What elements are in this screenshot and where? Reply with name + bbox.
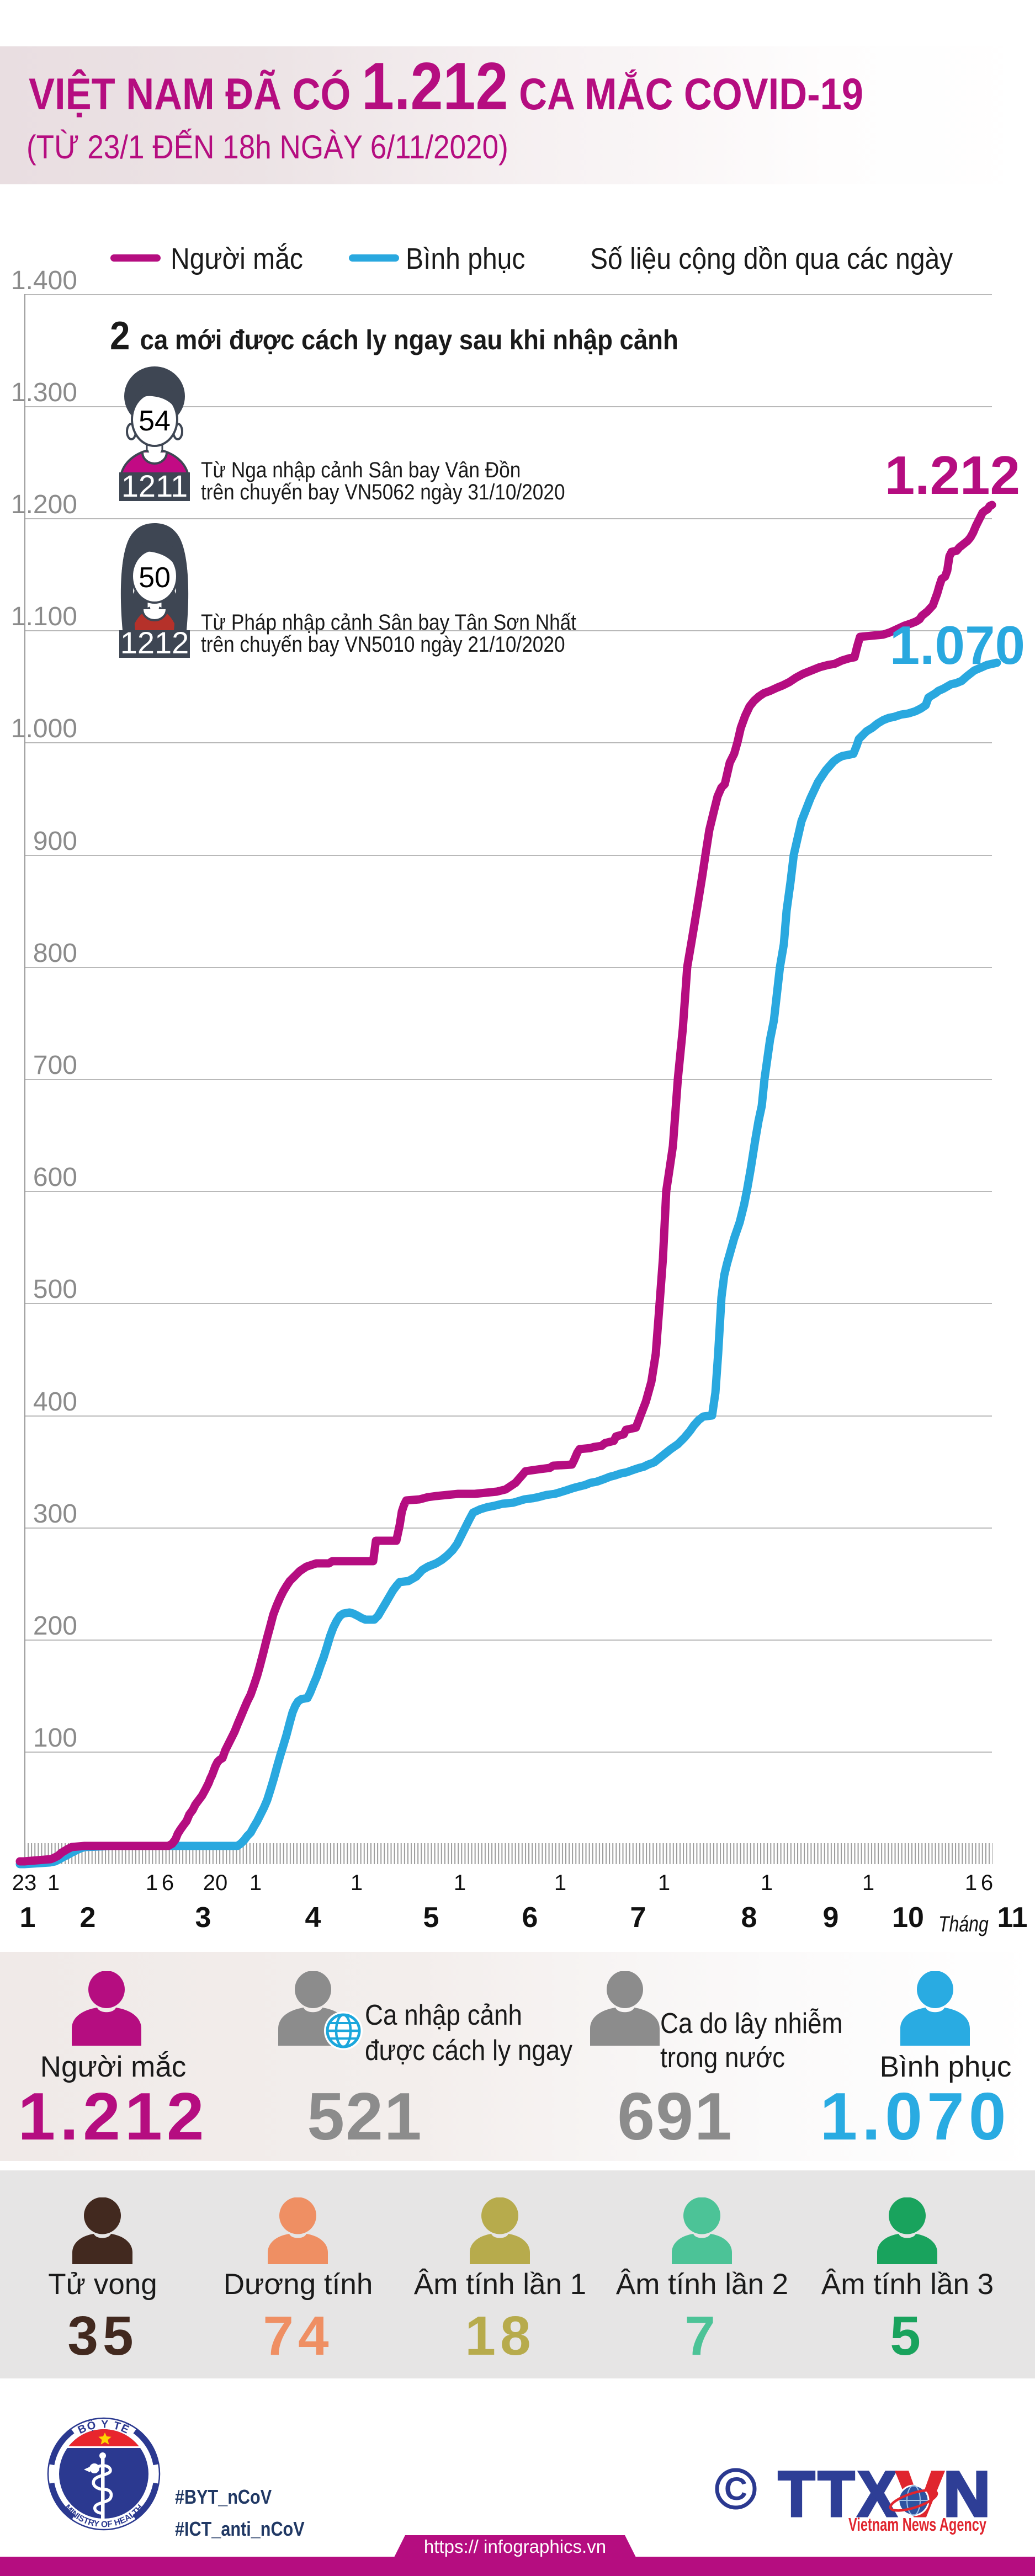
svg-text:N: N — [943, 2459, 990, 2530]
svg-text:T: T — [778, 2459, 815, 2530]
svg-text:1212: 1212 — [120, 625, 189, 658]
svg-text:50: 50 — [139, 562, 171, 594]
svg-text:T: T — [818, 2459, 854, 2530]
svg-text:54: 54 — [139, 405, 171, 437]
svg-text:Vietnam News Agency: Vietnam News Agency — [848, 2514, 986, 2535]
svg-text:1211: 1211 — [121, 469, 188, 501]
svg-text:C: C — [724, 2471, 747, 2507]
svg-text:X: X — [858, 2459, 896, 2530]
